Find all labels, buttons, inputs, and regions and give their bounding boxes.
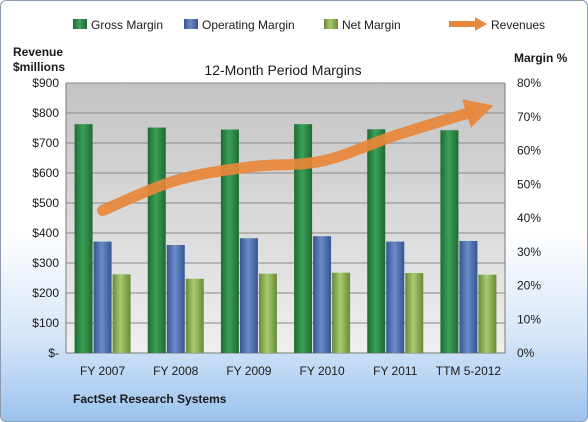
left-tick-label: $900	[32, 76, 59, 90]
bar-gross-margin	[147, 127, 166, 353]
axis-ticks: $- $100 $200 $300 $400 $500 $600 $700 $800 $900 0%…	[32, 76, 541, 378]
bar-net-margin	[332, 272, 351, 353]
bar-net-margin	[112, 274, 131, 353]
x-tick-label: FY 2010	[300, 364, 345, 378]
right-tick-label: 80%	[517, 76, 541, 90]
x-tick-label: FY 2008	[153, 364, 198, 378]
legend-label-operating-margin: Operating Margin	[202, 18, 295, 32]
left-tick-label: $400	[32, 226, 59, 240]
left-axis-title-line2: $millions	[13, 60, 65, 74]
bar-gross-margin	[74, 124, 93, 353]
legend-label-net-margin: Net Margin	[342, 18, 401, 32]
right-tick-label: 60%	[517, 144, 541, 158]
chart-title: 12-Month Period Margins	[204, 62, 361, 78]
right-tick-label: 40%	[517, 211, 541, 225]
right-tick-label: 20%	[517, 279, 541, 293]
revenue-arrowhead	[462, 99, 494, 128]
bar-operating-margin	[166, 245, 185, 353]
x-tick-label: TTM 5-2012	[436, 364, 502, 378]
bar-operating-margin	[93, 241, 112, 353]
footer-company: FactSet Research Systems	[73, 392, 227, 406]
right-tick-label: 10%	[517, 312, 541, 326]
right-tick-label: 70%	[517, 110, 541, 124]
legend-label-gross-margin: Gross Margin	[91, 18, 163, 32]
legend-arrow-icon	[475, 17, 487, 31]
left-tick-label: $200	[32, 286, 59, 300]
left-axis-title-line1: Revenue	[13, 45, 63, 59]
x-tick-label: FY 2009	[226, 364, 271, 378]
left-tick-label: $500	[32, 196, 59, 210]
legend-swatch-net-margin	[324, 19, 338, 29]
bar-net-margin	[185, 278, 204, 353]
bar-gross-margin	[367, 129, 386, 353]
legend-label-revenues: Revenues	[491, 18, 545, 32]
right-tick-label: 0%	[517, 346, 535, 360]
left-tick-label: $800	[32, 106, 59, 120]
legend-swatch-gross-margin	[73, 19, 87, 29]
gridlines	[65, 82, 506, 354]
x-tick-label: FY 2011	[373, 364, 418, 378]
left-tick-label: $600	[32, 166, 59, 180]
revenue-line-path	[97, 107, 474, 216]
bar-net-margin	[405, 273, 424, 353]
right-tick-label: 50%	[517, 177, 541, 191]
bar-net-margin	[478, 274, 497, 353]
left-tick-label: $300	[32, 256, 59, 270]
bar-net-margin	[258, 273, 277, 353]
left-tick-label: $-	[48, 346, 59, 360]
x-tick-label: FY 2007	[80, 364, 125, 378]
bar-gross-margin	[440, 130, 459, 353]
bar-operating-margin	[459, 240, 478, 353]
right-tick-label: 30%	[517, 245, 541, 259]
left-tick-label: $700	[32, 136, 59, 150]
bar-operating-margin	[386, 241, 405, 353]
legend: Gross Margin Operating Margin Net Margin…	[73, 17, 545, 32]
left-tick-label: $100	[32, 316, 59, 330]
revenue-line	[97, 99, 494, 216]
bar-operating-margin	[239, 238, 258, 353]
bar-operating-margin	[313, 236, 332, 353]
bar-gross-margin	[294, 124, 313, 353]
legend-swatch-operating-margin	[184, 19, 198, 29]
bar-gross-margin	[220, 129, 239, 353]
right-axis-title: Margin %	[514, 51, 568, 65]
